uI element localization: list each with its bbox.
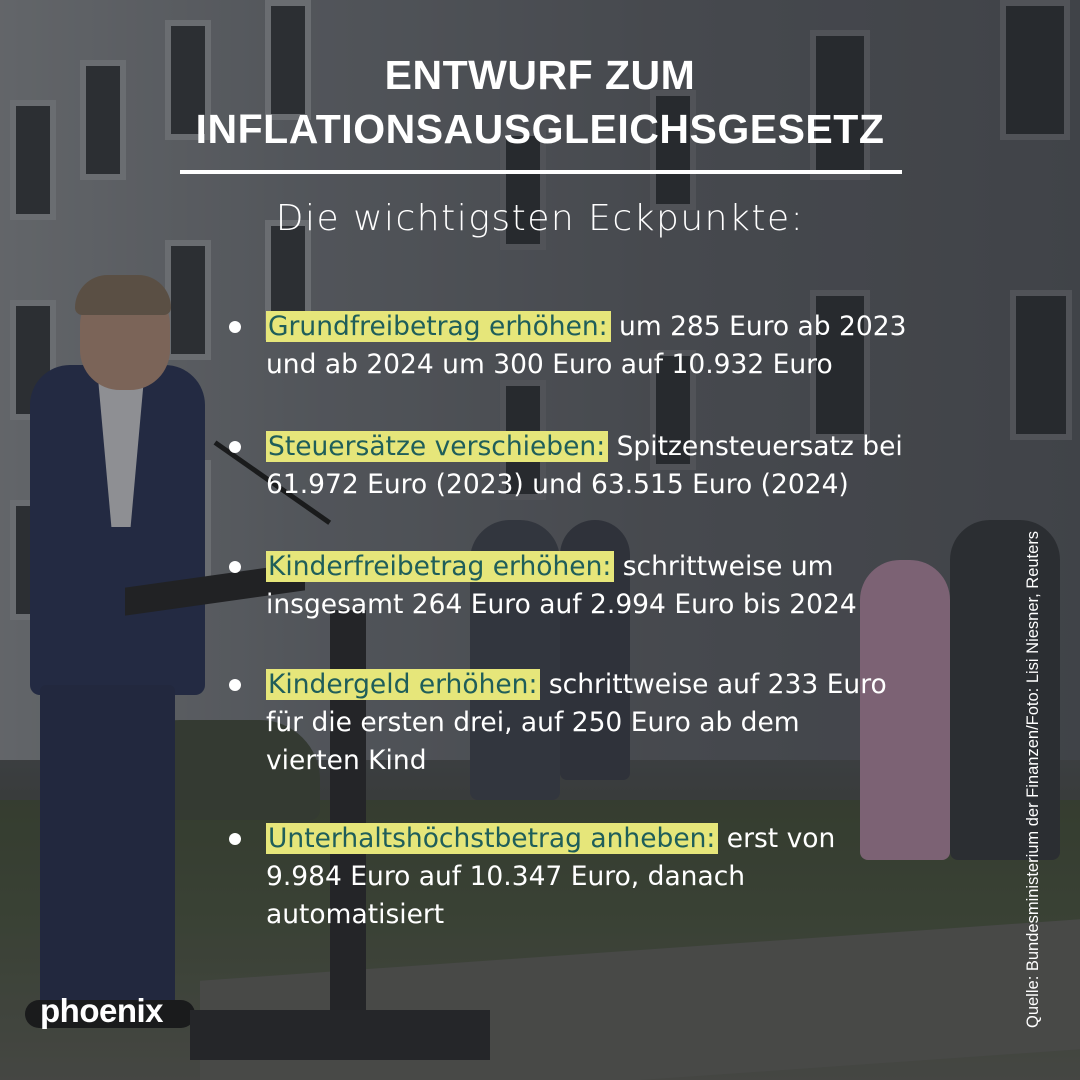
key-point-label: Grundfreibetrag erhöhen: [266, 311, 611, 342]
key-point-label: Unterhaltshöchstbetrag anheben: [266, 823, 719, 854]
headline: ENTWURF ZUM INFLATIONSAUSGLEICHSGESETZ [0, 48, 1080, 156]
bullet-dot [229, 679, 241, 691]
key-point: Steuersätze verschieben: Spitzensteuersa… [226, 428, 903, 504]
key-point-text: Spitzensteuersatz bei [608, 431, 903, 462]
window [165, 20, 211, 140]
speaker [25, 275, 225, 1035]
window [165, 240, 211, 360]
subtitle: Die wichtigsten Eckpunkte: [275, 198, 805, 239]
key-point-line: Kindergeld erhöhen: schrittweise auf 233… [266, 666, 887, 704]
key-point-label: Kindergeld erhöhen: [266, 669, 541, 700]
phoenix-logo: phoenix [40, 992, 164, 1029]
bullet-dot [229, 441, 241, 453]
key-point-line: automatisiert [266, 899, 445, 930]
key-point-line: 9.984 Euro auf 10.347 Euro, danach [266, 861, 746, 892]
window [810, 290, 870, 440]
key-point: Kindergeld erhöhen: schrittweise auf 233… [226, 666, 887, 780]
window [265, 0, 311, 120]
key-point-label: Steuersätze verschieben: [266, 431, 609, 462]
speaker-hair [75, 275, 171, 315]
key-point-line: Grundfreibetrag erhöhen: um 285 Euro ab … [266, 308, 906, 346]
key-point-line: insgesamt 264 Euro auf 2.994 Euro bis 20… [266, 589, 857, 620]
bullet-dot [229, 561, 241, 573]
key-point: Kinderfreibetrag erhöhen: schrittweise u… [226, 548, 857, 624]
window [650, 90, 696, 210]
window [1010, 290, 1072, 440]
key-point-line: 61.972 Euro (2023) und 63.515 Euro (2024… [266, 469, 849, 500]
key-point-label: Kinderfreibetrag erhöhen: [266, 551, 615, 582]
headline-line-1: ENTWURF ZUM [384, 52, 696, 98]
speaker-shoes [25, 1000, 195, 1028]
window [10, 100, 56, 220]
key-point: Unterhaltshöchstbetrag anheben: erst von… [226, 820, 835, 934]
camera-operator [950, 520, 1060, 860]
key-point: Grundfreibetrag erhöhen: um 285 Euro ab … [226, 308, 906, 384]
window [810, 30, 870, 180]
key-point-text: schrittweise auf 233 Euro [540, 669, 887, 700]
key-point-text: um 285 Euro ab 2023 [610, 311, 907, 342]
headline-line-2: INFLATIONSAUSGLEICHSGESETZ [195, 106, 885, 152]
key-point-line: vierten Kind [266, 745, 427, 776]
speaker-legs [40, 685, 175, 1015]
key-point-line: für die ersten drei, auf 250 Euro ab dem [266, 707, 800, 738]
key-point-text: erst von [718, 823, 836, 854]
bullet-dot [229, 833, 241, 845]
key-point-line: Unterhaltshöchstbetrag anheben: erst von [266, 820, 835, 858]
key-point-line: Kinderfreibetrag erhöhen: schrittweise u… [266, 548, 857, 586]
window [1000, 0, 1070, 140]
key-point-line: und ab 2024 um 300 Euro auf 10.932 Euro [266, 349, 833, 380]
bystander [860, 560, 950, 860]
window [500, 130, 546, 250]
title-divider [180, 170, 902, 174]
window [80, 60, 126, 180]
window [650, 350, 696, 470]
key-point-line: Steuersätze verschieben: Spitzensteuersa… [266, 428, 903, 466]
bullet-dot [229, 321, 241, 333]
source-credit: Quelle: Bundesministerium der Finanzen/F… [1024, 530, 1042, 1028]
lectern-base [190, 1010, 490, 1060]
key-point-text: schrittweise um [614, 551, 834, 582]
